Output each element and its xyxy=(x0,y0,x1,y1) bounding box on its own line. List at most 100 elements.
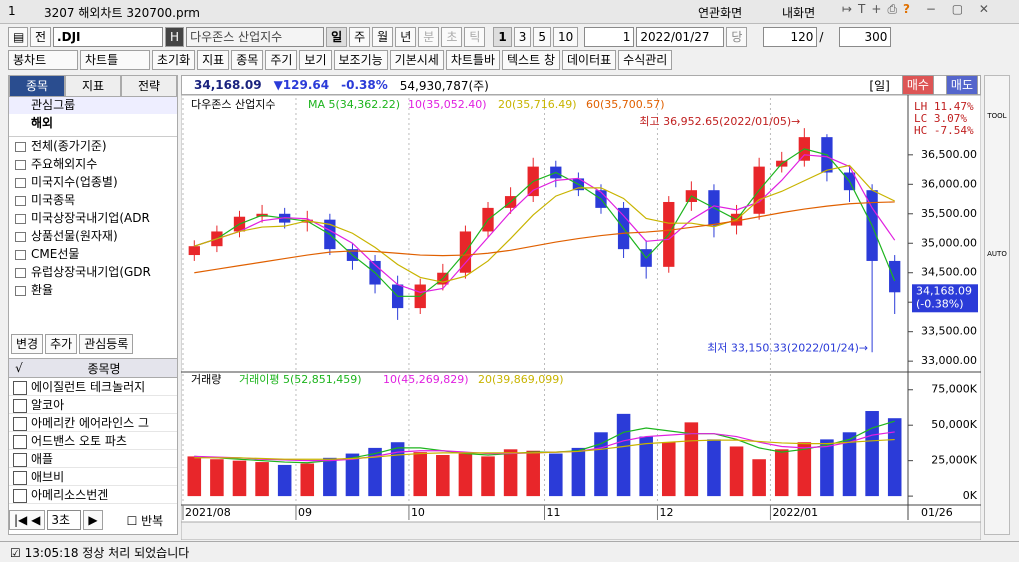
tool-button[interactable]: 봉차트 xyxy=(8,49,78,70)
stock-item[interactable]: 아메리소스번겐 xyxy=(9,486,177,504)
count-input[interactable]: 300 xyxy=(839,26,892,47)
tool-button[interactable]: 텍스트 창 xyxy=(502,49,560,70)
buy-button[interactable]: 매수 xyxy=(901,75,934,95)
num-button[interactable]: 10 xyxy=(553,26,579,47)
tree-label: 관심그룹 xyxy=(31,98,76,112)
link[interactable]: 연관화면 xyxy=(698,6,743,20)
stock-item[interactable]: 알코아 xyxy=(9,396,177,414)
tree-item[interactable]: 해외 xyxy=(9,114,177,132)
count-input[interactable]: 1 xyxy=(584,26,635,47)
tool-button[interactable]: 수식관리 xyxy=(618,49,673,70)
list-item[interactable]: CME선물 xyxy=(9,245,177,263)
chart-title: 거래량 xyxy=(191,373,221,386)
sell-button[interactable]: 매도 xyxy=(945,75,978,95)
link[interactable]: 내화면 xyxy=(782,6,816,20)
symbol-input[interactable]: .DJI xyxy=(53,26,164,47)
tool-button[interactable]: 차트틀 xyxy=(80,49,150,70)
list-item[interactable]: 상품선물(원자재) xyxy=(9,227,177,245)
quote-bar: 34,168.09 ▼129.64 -0.38% 54,930,787(주) [… xyxy=(181,75,981,95)
list-item[interactable]: 미국상장국내기업(ADR xyxy=(9,209,177,227)
legend-entry: 20(35,716.49) xyxy=(498,98,577,111)
tool-button[interactable]: 지표 xyxy=(197,49,230,70)
scrollbar[interactable] xyxy=(181,521,981,540)
period-button[interactable]: 일 xyxy=(326,26,348,47)
candle-body xyxy=(889,260,901,293)
num-button[interactable]: 1 xyxy=(493,26,512,47)
y-tick-label: 35,000.00 xyxy=(921,236,977,249)
tool-button[interactable]: 주기 xyxy=(265,49,298,70)
list-button[interactable]: 관심등록 xyxy=(79,334,134,354)
num-button[interactable]: 5 xyxy=(533,26,552,47)
tab[interactable]: 종목 xyxy=(9,75,65,97)
volume-bar xyxy=(549,453,563,497)
tool-button[interactable]: 차트틀바 xyxy=(445,49,501,70)
nav-button[interactable]: ▶ xyxy=(83,510,103,530)
period-button[interactable]: 주 xyxy=(349,26,371,47)
volume-bar xyxy=(481,456,495,497)
tab[interactable]: 지표 xyxy=(65,75,121,97)
period-button[interactable]: 년 xyxy=(395,26,417,47)
list-item[interactable]: 미국종목 xyxy=(9,191,177,209)
volume-bar xyxy=(210,459,224,497)
y-tick-label: 50,000K xyxy=(931,418,977,431)
stock-item[interactable]: 어드밴스 오토 파츠 xyxy=(9,432,177,450)
nav-button[interactable]: |◀ ◀ xyxy=(9,510,46,530)
tree-item[interactable]: 관심그룹 xyxy=(9,96,177,114)
ma-line xyxy=(194,164,895,283)
menu-number[interactable]: 1 xyxy=(8,4,16,18)
low-note: 최저 33,150.33(2022/01/24)→ xyxy=(707,341,868,354)
tool-button[interactable]: 종목 xyxy=(231,49,264,70)
stock-item[interactable]: 애브비 xyxy=(9,468,177,486)
volume-bar xyxy=(616,413,631,497)
h-button[interactable]: H xyxy=(165,26,185,47)
list-item[interactable]: 미국지수(업종별) xyxy=(9,173,177,191)
lang-button[interactable]: 전 xyxy=(30,26,52,47)
chart: 2021/08 09 10 11 12 2022/01 01/26 33,000.00 33,5… xyxy=(181,95,981,540)
unit-button[interactable]: 당 xyxy=(726,26,748,47)
list-item[interactable]: 유럽상장국내기업(GDR xyxy=(9,263,177,281)
volume-bar xyxy=(752,459,766,497)
y-tick-label: 0K xyxy=(963,489,978,502)
y-tick-label: 75,000K xyxy=(931,383,977,396)
period-button[interactable]: 초 xyxy=(441,26,463,47)
tool-button[interactable]: 기본시세 xyxy=(389,49,444,70)
legend-entry: 10(45,269,829) xyxy=(383,373,469,386)
tool-button[interactable]: 초기화 xyxy=(152,49,196,70)
title-icons[interactable]: ↦T+⎙? − ▢ ✕ xyxy=(842,2,995,16)
volume-bar xyxy=(300,463,315,497)
list-buttons: 변경 추가 관심등록 xyxy=(11,334,177,354)
stock-item[interactable]: 에이질런트 테크놀러지 xyxy=(9,378,177,396)
num-button[interactable]: 3 xyxy=(513,26,532,47)
list-item[interactable]: 환율 xyxy=(9,281,177,299)
volume-bar xyxy=(277,464,292,497)
tree-label: 해외 xyxy=(31,116,54,130)
symbol-name: 다우존스 산업지수 xyxy=(186,26,325,47)
stock-item[interactable]: 애플 xyxy=(9,450,177,468)
list-item[interactable]: 주요해외지수 xyxy=(9,155,177,173)
y-tick-label: 33,000.00 xyxy=(921,354,977,367)
repeat-check[interactable]: ☐ 반복 xyxy=(126,513,164,528)
step-select[interactable]: 3초 xyxy=(47,510,82,530)
tool-button[interactable]: 보기 xyxy=(299,49,332,70)
period-button[interactable]: 월 xyxy=(372,26,394,47)
tab[interactable]: 전략 xyxy=(121,75,177,97)
title-bar: 1 3207 해외차트 320700.prm 연관화면 내화면 ↦T+⎙? − … xyxy=(0,0,1019,24)
date-input[interactable]: 2022/01/27 xyxy=(636,26,725,47)
y-tick-label: 35,500.00 xyxy=(921,207,977,220)
list-item[interactable]: 전체(종가기준) xyxy=(9,137,177,155)
list-button[interactable]: 추가 xyxy=(45,334,78,354)
icon[interactable]: ▤ xyxy=(8,26,28,47)
period-button[interactable]: 분 xyxy=(418,26,440,47)
legend-entry: 10(35,052.40) xyxy=(408,98,487,111)
tool-button[interactable]: 데이터표 xyxy=(562,49,617,70)
stock-item[interactable]: 아메리칸 에어라인스 그 xyxy=(9,414,177,432)
tool-button[interactable]: 보조기능 xyxy=(333,49,388,70)
period-button[interactable]: 틱 xyxy=(464,26,486,47)
volume-bar xyxy=(774,449,789,497)
volume-bar xyxy=(865,411,879,497)
cursor-label: 01/26 xyxy=(921,506,953,519)
volume-bar xyxy=(820,439,834,497)
list-button[interactable]: 변경 xyxy=(11,334,44,354)
rate: -0.38% xyxy=(341,78,388,92)
count-input[interactable]: 120 xyxy=(763,26,818,47)
